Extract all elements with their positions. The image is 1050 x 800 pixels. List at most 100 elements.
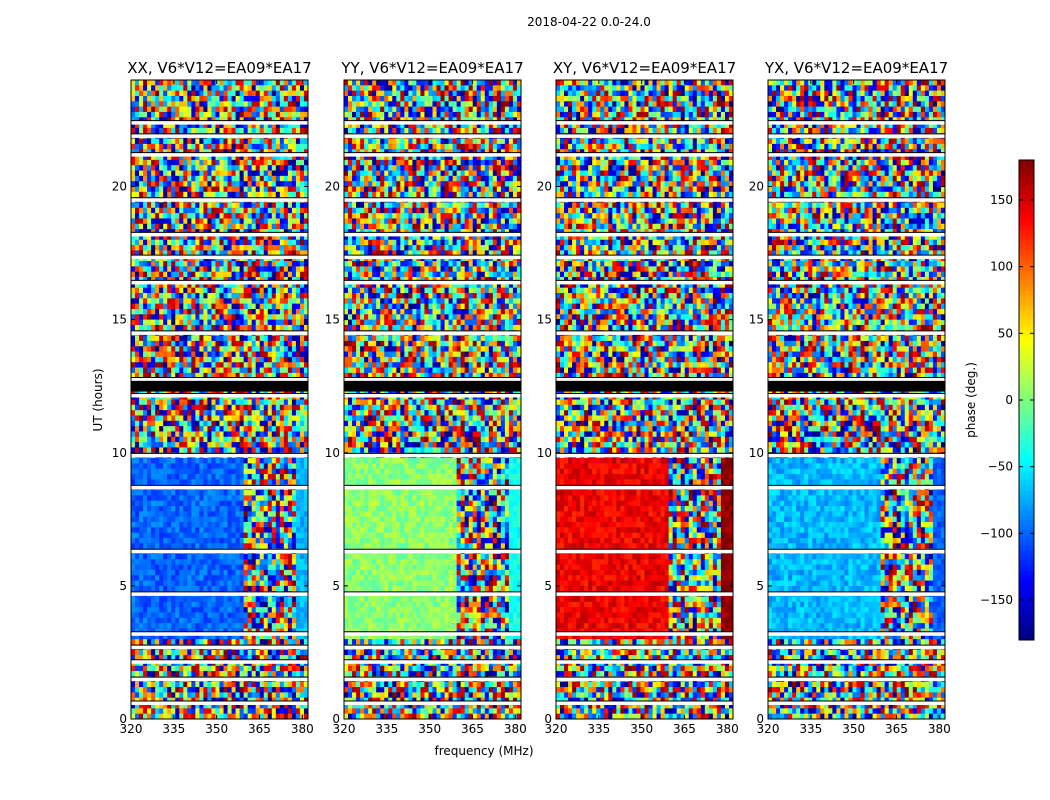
blank-row — [344, 549, 521, 554]
blank-row — [344, 152, 521, 157]
heatmap-cells — [768, 80, 945, 719]
colorbar-tick-label: 50 — [998, 326, 1013, 340]
x-tick-label: 365 — [248, 722, 271, 736]
x-tick-label: 320 — [333, 722, 356, 736]
blank-row — [556, 280, 733, 285]
y-tick-label: 5 — [119, 579, 127, 593]
blank-row — [131, 393, 308, 398]
x-tick-label: 335 — [799, 722, 822, 736]
blank-row — [344, 280, 521, 285]
x-tick-label: 365 — [461, 722, 484, 736]
blank-row — [131, 645, 308, 650]
panel-title: YX, V6*V12=EA09*EA17 — [764, 59, 948, 77]
blank-row — [131, 120, 308, 125]
blank-row — [556, 255, 733, 260]
panel-1: XX, V6*V12=EA09*EA17 320 335 350 365 380 0 5 10 1… — [112, 59, 314, 736]
heatmap-cells — [344, 80, 521, 719]
blank-row — [344, 631, 521, 636]
blank-row — [768, 232, 945, 237]
blank-row — [768, 197, 945, 202]
y-tick-label: 10 — [537, 446, 552, 460]
blank-row — [131, 152, 308, 157]
y-tick-label: 5 — [332, 579, 340, 593]
blank-row — [768, 549, 945, 554]
blank-row — [131, 330, 308, 335]
y-tick-label: 0 — [756, 712, 764, 726]
x-tick-label: 380 — [716, 722, 739, 736]
blank-row — [556, 453, 733, 458]
y-tick-label: 15 — [749, 313, 764, 327]
x-tick-label: 380 — [928, 722, 951, 736]
panel-frame — [555, 79, 734, 720]
panel-3: XY, V6*V12=EA09*EA17 320 335 350 365 380 0 5 10 1… — [537, 59, 739, 736]
blank-row — [344, 659, 521, 664]
blank-row — [768, 701, 945, 705]
blank-row — [556, 677, 733, 682]
blank-row — [131, 280, 308, 285]
colorbar-label: phase (deg.) — [964, 362, 978, 438]
colorbar-tick-label: 100 — [990, 260, 1013, 274]
colorbar-tick-label: −100 — [980, 526, 1013, 540]
panel-2: YY, V6*V12=EA09*EA17 320 335 350 365 380 0 5 10 1… — [325, 59, 527, 736]
blank-row — [131, 255, 308, 260]
panel-title: XY, V6*V12=EA09*EA17 — [553, 59, 736, 77]
blank-row — [768, 280, 945, 285]
blank-row — [556, 591, 733, 596]
blank-row — [131, 701, 308, 705]
y-tick-label: 10 — [112, 446, 127, 460]
blank-row — [768, 120, 945, 125]
panel-title: XX, V6*V12=EA09*EA17 — [127, 59, 311, 77]
y-tick-label: 10 — [749, 446, 764, 460]
y-tick-label: 5 — [544, 579, 552, 593]
heatmap-cells — [131, 80, 308, 719]
y-tick-label: 20 — [537, 180, 552, 194]
panel-frame — [767, 79, 946, 720]
blank-row — [556, 197, 733, 202]
y-tick-label: 0 — [119, 712, 127, 726]
blank-row — [344, 393, 521, 398]
panel-title: YY, V6*V12=EA09*EA17 — [340, 59, 523, 77]
x-tick-label: 320 — [545, 722, 568, 736]
blank-row — [344, 645, 521, 650]
blank-row — [556, 645, 733, 650]
blank-row — [768, 591, 945, 596]
blank-row — [768, 377, 945, 382]
blank-row — [344, 591, 521, 596]
y-tick-label: 20 — [325, 180, 340, 194]
blank-row — [344, 330, 521, 335]
x-tick-label: 335 — [162, 722, 185, 736]
y-tick-label: 10 — [325, 446, 340, 460]
panels: XX, V6*V12=EA09*EA17 320 335 350 365 380 0 5 10 1… — [112, 59, 951, 736]
y-tick-label: 5 — [756, 579, 764, 593]
blank-row — [556, 152, 733, 157]
blank-row — [556, 330, 733, 335]
panel-frame — [343, 79, 522, 720]
blank-row — [768, 152, 945, 157]
blank-row — [768, 659, 945, 664]
blank-row — [344, 485, 521, 490]
x-tick-label: 335 — [587, 722, 610, 736]
panel-frame — [130, 79, 309, 720]
y-tick-label: 20 — [112, 180, 127, 194]
y-tick-label: 20 — [749, 180, 764, 194]
blank-row — [768, 393, 945, 398]
blank-row — [344, 377, 521, 382]
blank-row — [556, 232, 733, 237]
blank-row — [131, 677, 308, 682]
blank-row — [556, 393, 733, 398]
x-tick-label: 350 — [205, 722, 228, 736]
blank-row — [344, 232, 521, 237]
blank-row — [556, 485, 733, 490]
blank-row — [131, 232, 308, 237]
x-tick-label: 350 — [630, 722, 653, 736]
blank-row — [131, 549, 308, 554]
blank-row — [556, 549, 733, 554]
blank-row — [556, 377, 733, 382]
blank-row — [556, 631, 733, 636]
blank-row — [131, 659, 308, 664]
colorbar-tick-label: −150 — [980, 593, 1013, 607]
y-tick-label: 0 — [332, 712, 340, 726]
x-tick-label: 320 — [757, 722, 780, 736]
y-tick-label: 0 — [544, 712, 552, 726]
blank-row — [344, 453, 521, 458]
